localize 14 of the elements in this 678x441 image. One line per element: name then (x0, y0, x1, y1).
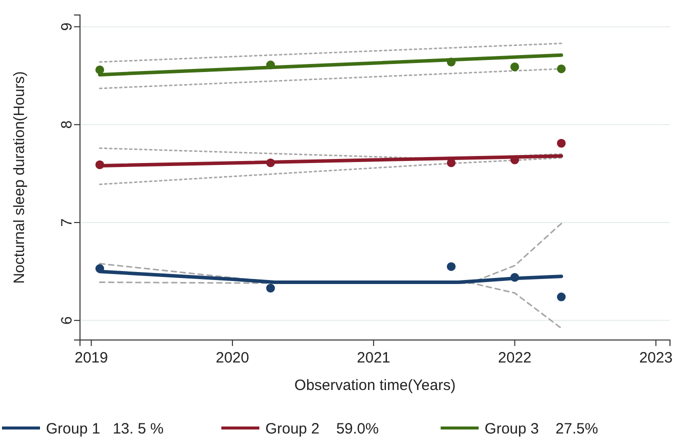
y-tick-label: 8 (58, 120, 76, 129)
y-tick-label: 9 (58, 22, 76, 31)
x-tick-label: 2023 (639, 350, 673, 366)
x-tick-label: 2019 (74, 350, 108, 366)
legend-label: Group 1 13. 5 % (46, 420, 164, 438)
legend-label: Group 2 59.0% (265, 420, 379, 438)
x-tick-label: 2021 (356, 350, 390, 366)
x-axis-title: Observation time(Years) (294, 377, 456, 394)
y-tick-label: 6 (58, 316, 76, 325)
y-tick-label: 7 (58, 218, 76, 227)
y-axis-title: Nocturnal sleep duration(Hours) (11, 71, 28, 284)
x-tick-label: 2020 (216, 350, 250, 366)
legend-label: Group 3 27.5% (484, 420, 598, 438)
x-tick-label: 2022 (498, 350, 532, 366)
